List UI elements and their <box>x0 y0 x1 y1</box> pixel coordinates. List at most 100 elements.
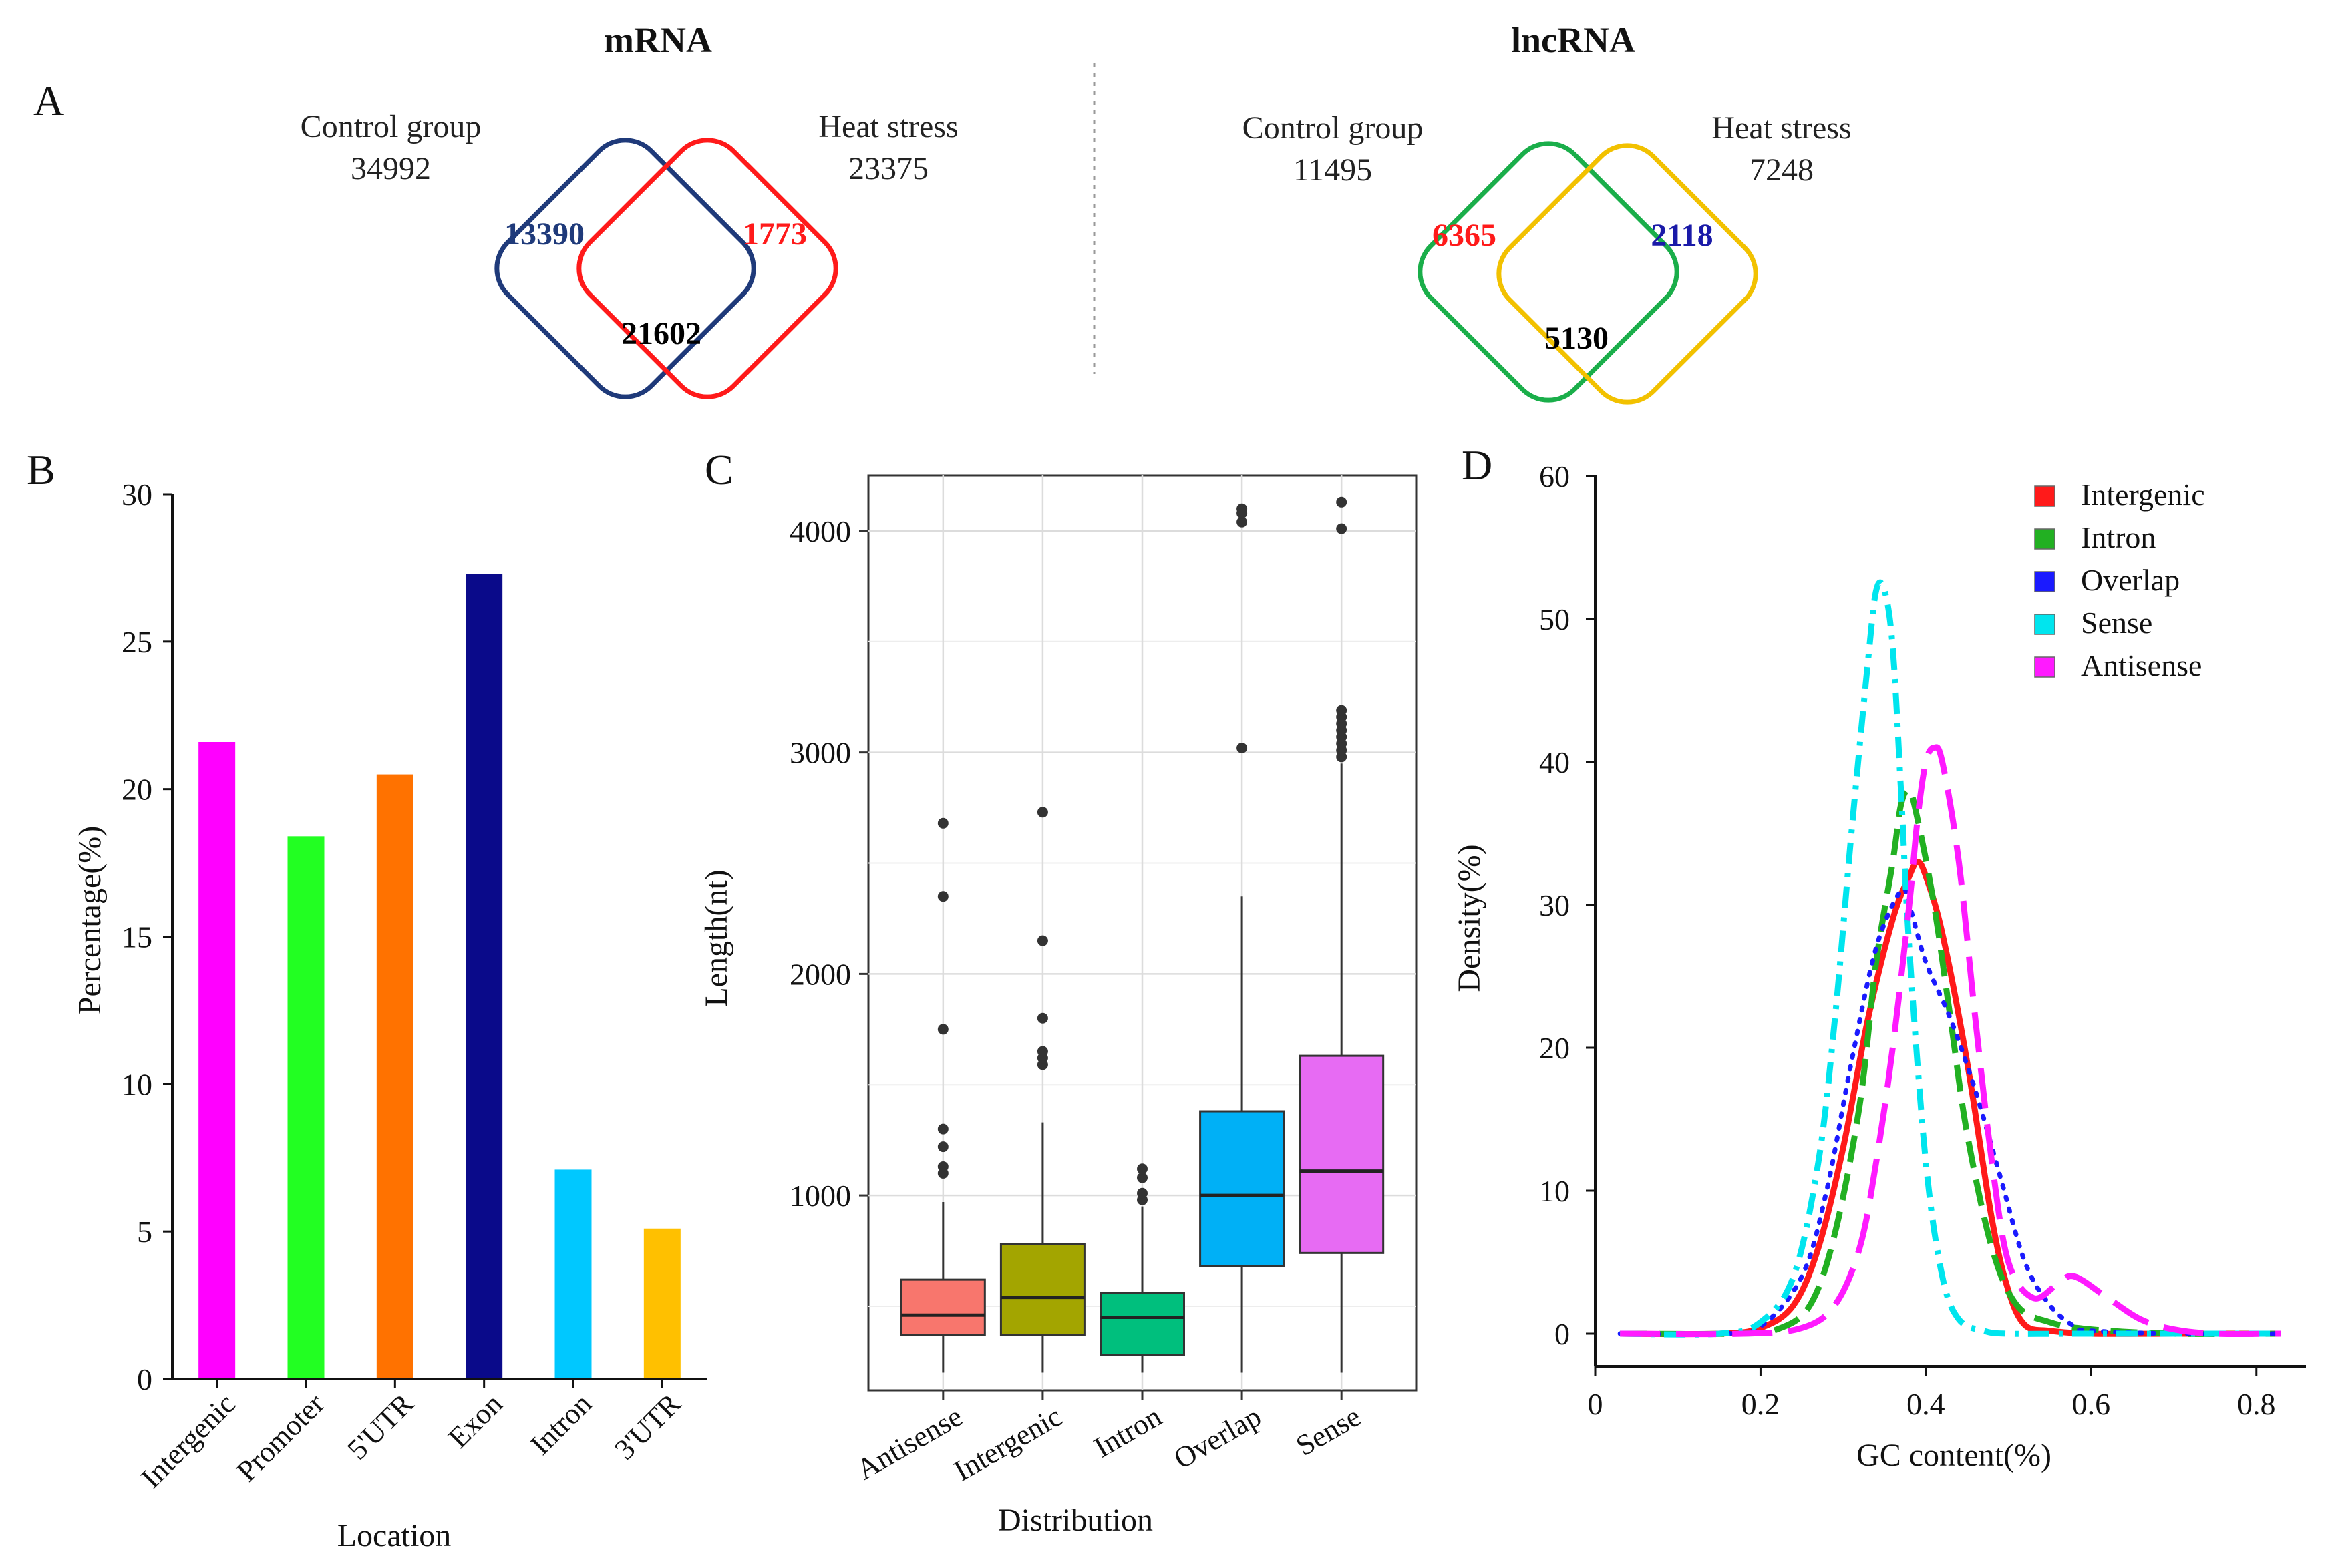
venn-mrna-left-diamond <box>494 138 756 399</box>
density-line-intergenic <box>1620 859 2281 1338</box>
density-chart-x-tick-label: 0.6 <box>2072 1387 2111 1421</box>
bar-chart-y-tick-label: 5 <box>137 1215 152 1249</box>
box-outlier-intergenic <box>1037 935 1048 946</box>
bar-chart-x-tick-label: 5'UTR <box>341 1387 420 1466</box>
bar-intron <box>554 1169 592 1379</box>
box-outlier-sense <box>1336 705 1347 716</box>
venn-lncrna: lncRNA Control group 11495 Heat stress 7… <box>1242 20 1852 405</box>
box-overlap <box>1199 1110 1285 1267</box>
legend-label-intergenic: Intergenic <box>2081 477 2205 512</box>
density-line-sense <box>1620 579 2281 1338</box>
box-chart-x-tick-label: Intergenic <box>949 1400 1067 1487</box>
bar-chart-x-axis-label: Location <box>337 1518 452 1553</box>
bar-chart-x-tick-label: Intergenic <box>135 1387 242 1494</box>
density-chart-x-tick-label: 0.8 <box>2237 1387 2276 1421</box>
box-chart-y-tick-label: 3000 <box>790 736 851 770</box>
legend-label-sense: Sense <box>2081 606 2152 640</box>
venn-lncrna-right-set-name: Heat stress <box>1711 110 1851 146</box>
panel-label-d: D <box>1462 441 1492 489</box>
box-outlier-intron <box>1137 1187 1148 1199</box>
venn-mrna-right-diamond <box>576 138 838 399</box>
box-outlier-overlap <box>1236 503 1248 514</box>
venn-lncrna-title: lncRNA <box>1511 20 1635 60</box>
box-outlier-antisense <box>937 1141 949 1153</box>
box-chart-x-tick-label: Overlap <box>1168 1400 1267 1475</box>
venn-lncrna-left-diamond <box>1418 141 1679 403</box>
box-outlier-sense <box>1336 523 1347 534</box>
legend-label-intron: Intron <box>2081 520 2156 554</box>
density-chart-y-tick-label: 30 <box>1539 888 1570 922</box>
bar-chart-y-tick-label: 15 <box>122 920 152 954</box>
bar-5utr <box>376 774 413 1379</box>
box-outlier-intron <box>1137 1172 1148 1183</box>
bar-chart-y-tick-label: 0 <box>137 1362 152 1396</box>
venn-mrna-right-set-name: Heat stress <box>818 109 958 144</box>
panel-d: D Density(%) GC content(%) 0 10 20 30 40 50 60… <box>1452 441 2306 1473</box>
legend-swatch-overlap <box>2034 571 2055 592</box>
density-line-overlap <box>1617 886 2284 1337</box>
box-outlier-antisense <box>937 1161 949 1172</box>
bar-chart-x-tick-label: Exon <box>442 1387 508 1454</box>
panel-label-c: C <box>705 446 733 494</box>
box-outlier-overlap <box>1236 516 1248 528</box>
panel-label-a: A <box>33 77 64 124</box>
bar-chart-y-axis-label: Percentage(%) <box>72 826 108 1015</box>
density-chart-y-tick-label: 10 <box>1539 1174 1570 1208</box>
box-antisense <box>900 1278 986 1336</box>
bar-chart-x-tick-label: Intron <box>524 1387 598 1461</box>
venn-mrna-left-set-total: 34992 <box>351 151 431 186</box>
legend-swatch-sense <box>2034 614 2055 635</box>
bar-3utr <box>643 1228 681 1379</box>
panel-b: B Percentage(%) Location IntergenicPromo… <box>27 446 707 1553</box>
panel-a: A mRNA Control group 34992 Heat stress 2… <box>33 20 1852 405</box>
box-chart-x-axis-label: Distribution <box>998 1503 1153 1538</box>
legend-label-antisense: Antisense <box>2081 648 2202 682</box>
box-outlier-antisense <box>937 1123 949 1135</box>
venn-mrna-left-only-count: 13390 <box>504 216 585 252</box>
venn-mrna-right-set-total: 23375 <box>848 151 929 186</box>
box-chart-x-tick-label: Antisense <box>851 1400 968 1486</box>
legend-swatch-intergenic <box>2034 485 2055 507</box>
density-chart-x-tick-label: 0 <box>1588 1387 1603 1421</box>
box-chart-x-tick-label: Intron <box>1088 1400 1167 1464</box>
venn-lncrna-right-diamond <box>1496 143 1758 405</box>
venn-mrna-left-set-name: Control group <box>301 109 482 144</box>
venn-lncrna-intersection-count: 5130 <box>1544 321 1609 356</box>
box-outlier-intergenic <box>1037 807 1048 818</box>
box-intergenic <box>999 1243 1086 1336</box>
density-chart-y-axis-label: Density(%) <box>1452 844 1487 992</box>
venn-mrna: mRNA Control group 34992 Heat stress 233… <box>301 20 959 399</box>
bar-intergenic <box>198 742 236 1379</box>
box-chart-y-axis-label: Length(nt) <box>699 869 734 1006</box>
density-chart-x-tick-label: 0.2 <box>1741 1387 1780 1421</box>
box-chart-y-tick-label: 1000 <box>790 1179 851 1213</box>
venn-mrna-title: mRNA <box>604 20 712 60</box>
box-outlier-sense <box>1336 496 1347 508</box>
box-chart-y-tick-label: 4000 <box>790 514 851 548</box>
venn-mrna-intersection-count: 21602 <box>621 316 701 351</box>
box-chart-y-tick-label: 2000 <box>790 957 851 991</box>
venn-lncrna-right-set-total: 7248 <box>1750 152 1814 188</box>
box-outlier-overlap <box>1236 743 1248 754</box>
density-chart-y-tick-label: 20 <box>1539 1031 1570 1065</box>
bar-chart-y-tick-label: 10 <box>122 1067 152 1101</box>
bar-chart-y-tick-label: 25 <box>122 625 152 659</box>
box-outlier-antisense <box>937 891 949 902</box>
bar-chart-x-tick-label: Promoter <box>230 1387 331 1488</box>
density-chart-y-tick-label: 50 <box>1539 602 1570 636</box>
box-sense <box>1299 1054 1385 1254</box>
venn-lncrna-right-only-count: 2118 <box>1651 218 1713 253</box>
bar-exon <box>466 574 503 1379</box>
panel-c: C Length(nt) Distribution AntisenseInter… <box>699 446 1418 1538</box>
bar-chart-y-tick-label: 20 <box>122 773 152 807</box>
bar-chart-x-tick-label: 3'UTR <box>608 1387 687 1466</box>
density-chart-legend: Intergenic Intron Overlap Sense Antisense <box>2034 477 2205 682</box>
venn-lncrna-left-set-total: 11495 <box>1293 152 1372 188</box>
legend-swatch-antisense <box>2034 656 2055 678</box>
density-chart-x-tick-label: 0.4 <box>1906 1387 1945 1421</box>
box-outlier-intron <box>1137 1163 1148 1175</box>
bar-chart-y-tick-label: 30 <box>122 477 152 512</box>
legend-swatch-intron <box>2034 528 2055 550</box>
density-line-antisense <box>1620 744 2281 1338</box>
box-outlier-antisense <box>937 1024 949 1035</box>
